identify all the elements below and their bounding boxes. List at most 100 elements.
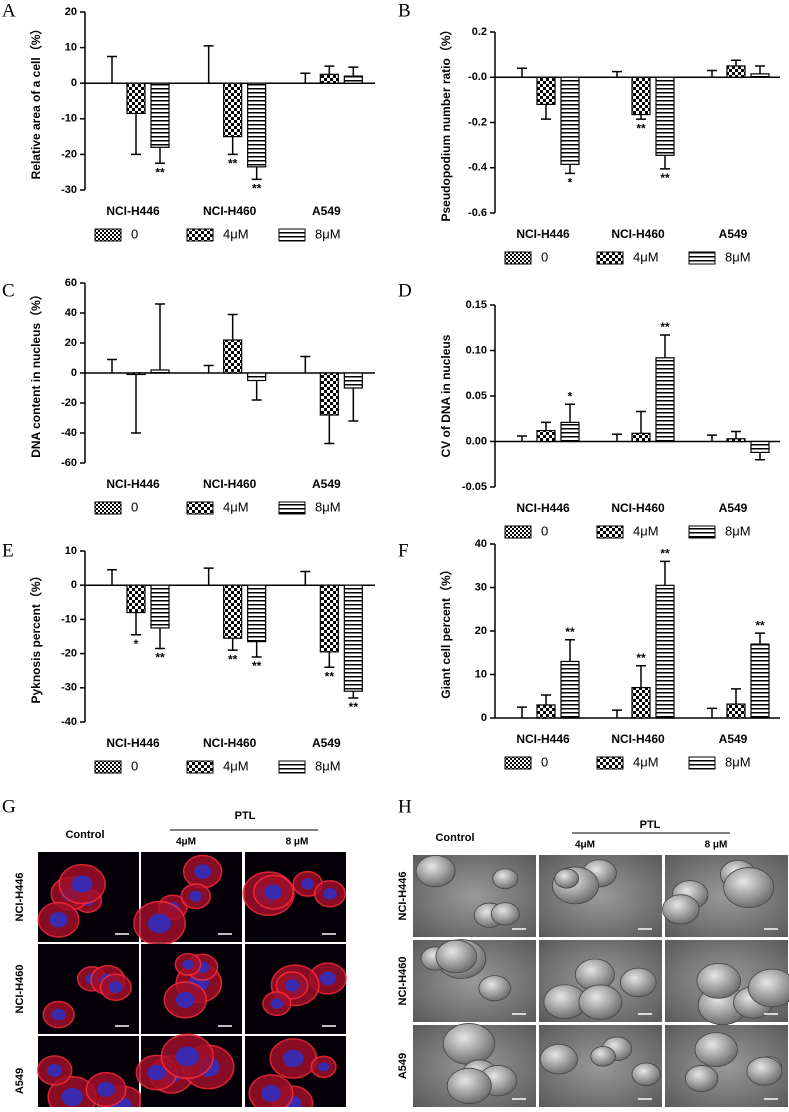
nucleus bbox=[194, 864, 212, 879]
micrograph bbox=[539, 940, 662, 1022]
legend-swatch bbox=[688, 756, 716, 770]
panel-label: H bbox=[398, 796, 412, 817]
dose-header: 4μM bbox=[575, 840, 595, 851]
error-bar bbox=[300, 570, 311, 586]
y-axis-label: DNA content in nucleus（%） bbox=[28, 288, 43, 458]
bar bbox=[655, 584, 675, 719]
bar bbox=[631, 432, 651, 443]
x-tick-label: NCI-H446 bbox=[106, 477, 160, 491]
legend-label: 8μM bbox=[725, 523, 751, 538]
significance-mark: * bbox=[568, 389, 573, 403]
nucleus bbox=[182, 959, 194, 970]
bar bbox=[631, 686, 651, 719]
error-bar bbox=[731, 688, 741, 705]
legend-label: 4μM bbox=[633, 249, 659, 264]
significance-mark: ** bbox=[155, 165, 165, 179]
error-bar bbox=[517, 67, 527, 78]
error-bar bbox=[227, 638, 238, 651]
error-bar bbox=[565, 638, 575, 662]
significance-mark: ** bbox=[565, 625, 575, 639]
bar bbox=[223, 82, 243, 138]
legend-label: 0 bbox=[541, 523, 548, 538]
error-bar bbox=[660, 155, 670, 170]
micrograph bbox=[245, 944, 347, 1034]
nucleus bbox=[51, 1008, 66, 1021]
bar bbox=[247, 372, 267, 382]
y-tick-label: 40 bbox=[65, 307, 77, 319]
nucleus bbox=[264, 884, 283, 900]
nucleus bbox=[108, 981, 123, 994]
significance-mark: ** bbox=[755, 618, 765, 632]
nucleus bbox=[301, 878, 315, 890]
cell bbox=[478, 975, 511, 1002]
bar bbox=[750, 643, 770, 719]
micrograph bbox=[141, 944, 242, 1034]
error-bar bbox=[203, 45, 214, 84]
error-bar bbox=[107, 358, 117, 373]
error-bar bbox=[707, 707, 717, 718]
legend-label: 8μM bbox=[725, 754, 751, 769]
nucleus bbox=[282, 1049, 304, 1068]
dose-header: 8 μM bbox=[705, 840, 728, 851]
y-tick-label: 0.2 bbox=[472, 26, 487, 38]
bar bbox=[536, 704, 556, 719]
cell bbox=[492, 868, 519, 890]
significance-mark: ** bbox=[228, 652, 238, 666]
bar bbox=[726, 65, 746, 78]
legend-label: 8μM bbox=[315, 499, 341, 514]
legend-label: 4μM bbox=[633, 754, 659, 769]
dose-header: 8 μM bbox=[286, 837, 309, 848]
significance-mark: ** bbox=[349, 700, 359, 714]
error-bar bbox=[660, 334, 670, 358]
nucleus bbox=[189, 890, 203, 902]
y-tick-label: 10 bbox=[65, 545, 77, 557]
micrograph bbox=[133, 852, 242, 946]
y-axis-label: Relative area of a cell（%） bbox=[28, 23, 43, 180]
error-bar bbox=[131, 612, 141, 636]
legend-label: 4μM bbox=[223, 226, 249, 241]
bar bbox=[655, 76, 675, 156]
legend-label: 0 bbox=[131, 499, 138, 514]
micrograph bbox=[38, 944, 139, 1034]
legend-swatch bbox=[688, 251, 716, 265]
micrograph bbox=[37, 852, 139, 942]
error-bar bbox=[541, 694, 551, 705]
y-tick-label: -30 bbox=[61, 184, 77, 196]
y-tick-label: 0 bbox=[71, 77, 77, 89]
error-bar bbox=[131, 374, 141, 434]
panel-label: C bbox=[2, 280, 15, 301]
bar bbox=[631, 76, 651, 116]
error-bar bbox=[660, 560, 670, 586]
y-tick-label: -0.4 bbox=[468, 162, 488, 174]
error-bar bbox=[324, 651, 335, 669]
column-header: Control bbox=[65, 829, 104, 841]
legend-swatch bbox=[504, 251, 532, 265]
micrograph bbox=[665, 1025, 788, 1107]
row-label: A549 bbox=[14, 1068, 26, 1094]
bar bbox=[343, 584, 363, 692]
nucleus bbox=[61, 1087, 84, 1107]
micrograph bbox=[135, 1033, 242, 1112]
x-tick-label: A549 bbox=[719, 227, 748, 241]
y-tick-label: -20 bbox=[61, 397, 77, 409]
error-bar bbox=[636, 114, 646, 120]
x-tick-label: NCI-H460 bbox=[203, 204, 257, 218]
error-bar bbox=[324, 65, 335, 75]
y-tick-label: 10 bbox=[65, 42, 77, 54]
error-bar bbox=[612, 70, 622, 78]
cell bbox=[662, 894, 700, 925]
cell bbox=[578, 984, 623, 1020]
panel-label: D bbox=[398, 280, 412, 301]
panel-label: B bbox=[398, 0, 411, 21]
significance-mark: ** bbox=[325, 669, 335, 683]
nucleus bbox=[318, 1062, 330, 1072]
y-tick-label: 20 bbox=[65, 337, 77, 349]
error-bar bbox=[155, 303, 165, 370]
error-bar bbox=[348, 66, 359, 77]
x-tick-label: A549 bbox=[719, 501, 748, 515]
cell bbox=[696, 963, 741, 999]
bar bbox=[750, 73, 770, 78]
y-tick-label: 0 bbox=[71, 579, 77, 591]
legend-swatch bbox=[94, 501, 122, 515]
row-label: A549 bbox=[397, 1053, 409, 1079]
